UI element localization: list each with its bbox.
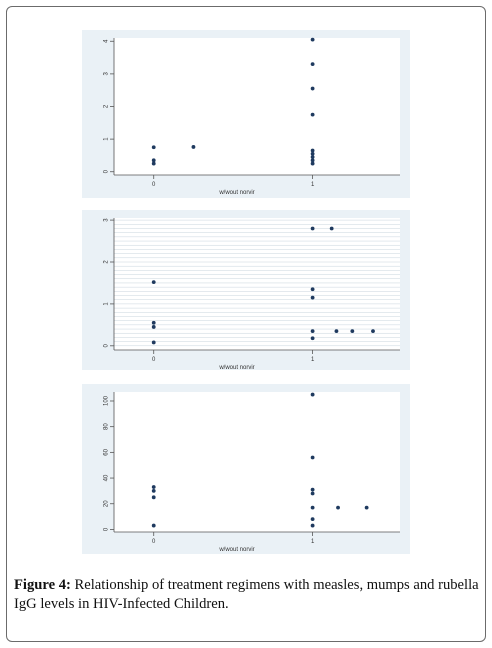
data-point xyxy=(310,523,315,528)
scatter-chart-3: 0 20 40 60 80 100 0 1 w/wout norvir xyxy=(82,384,410,554)
data-point xyxy=(310,505,315,510)
x-tick-label: 1 xyxy=(311,357,315,363)
y-tick-label: 40 xyxy=(104,474,110,481)
x-axis-title: w/wout norvir xyxy=(218,190,254,196)
data-point xyxy=(191,145,196,149)
data-point xyxy=(310,295,315,300)
data-point xyxy=(310,62,315,66)
data-point xyxy=(151,485,156,489)
scatter-chart-1: 0 1 2 3 4 0 1 w/wout norvir xyxy=(82,30,410,198)
data-point xyxy=(151,340,156,345)
x-axis-title: w/wout norvir xyxy=(218,547,254,553)
x-tick-label: 1 xyxy=(311,182,315,188)
data-point xyxy=(329,226,334,231)
data-point xyxy=(310,161,315,166)
y-tick-label: 60 xyxy=(104,448,110,455)
data-point xyxy=(310,517,315,522)
data-point xyxy=(310,155,315,159)
caption-label: Figure 4: xyxy=(14,577,71,593)
data-point xyxy=(151,488,156,493)
data-point xyxy=(151,280,156,285)
data-point xyxy=(151,161,156,166)
data-point xyxy=(151,158,156,163)
data-point xyxy=(310,37,315,42)
data-point xyxy=(310,148,315,153)
y-tick-label: 20 xyxy=(104,500,110,507)
data-point xyxy=(310,487,315,492)
x-axis-title: w/wout norvir xyxy=(218,365,254,370)
y-tick-label: 80 xyxy=(104,423,110,430)
plot-area xyxy=(114,38,400,175)
data-point xyxy=(364,505,369,510)
data-point xyxy=(310,329,315,334)
y-tick-label: 4 xyxy=(104,39,110,43)
data-point xyxy=(310,287,315,292)
data-point xyxy=(151,145,156,150)
x-tick-label: 0 xyxy=(152,539,156,545)
plot-area xyxy=(114,218,400,350)
figure-caption: Figure 4: Relationship of treatment regi… xyxy=(14,576,480,614)
data-point xyxy=(151,495,156,500)
scatter-chart-2: 0 1 2 3 0 1 w/wout norvir xyxy=(82,210,410,370)
data-point xyxy=(334,329,339,334)
data-point xyxy=(310,336,315,341)
y-tick-label: 1 xyxy=(104,302,110,306)
data-point xyxy=(350,329,355,334)
data-point xyxy=(310,151,315,156)
y-tick-label: 0 xyxy=(104,169,110,173)
x-tick-label: 1 xyxy=(311,539,315,545)
data-point xyxy=(151,325,156,329)
data-point xyxy=(310,86,315,91)
data-point xyxy=(310,226,315,231)
y-tick-label: 1 xyxy=(104,137,110,141)
y-tick-label: 2 xyxy=(104,260,110,264)
data-point xyxy=(310,112,315,117)
data-point xyxy=(371,329,375,334)
data-point xyxy=(310,392,315,397)
data-point xyxy=(151,523,156,528)
data-point xyxy=(310,158,315,163)
data-point xyxy=(151,320,156,325)
y-tick-label: 0 xyxy=(104,527,110,531)
plot-area xyxy=(114,392,400,532)
y-tick-label: 2 xyxy=(104,104,110,108)
x-tick-label: 0 xyxy=(152,182,156,188)
y-tick-label: 3 xyxy=(104,72,110,76)
y-tick-label: 100 xyxy=(104,395,110,406)
data-point xyxy=(310,455,315,460)
y-tick-label: 0 xyxy=(104,343,110,347)
data-point xyxy=(336,505,340,510)
y-tick-label: 3 xyxy=(104,218,110,222)
data-point xyxy=(310,491,315,496)
caption-text: Relationship of treatment regimens with … xyxy=(14,577,479,612)
x-tick-label: 0 xyxy=(152,357,156,363)
